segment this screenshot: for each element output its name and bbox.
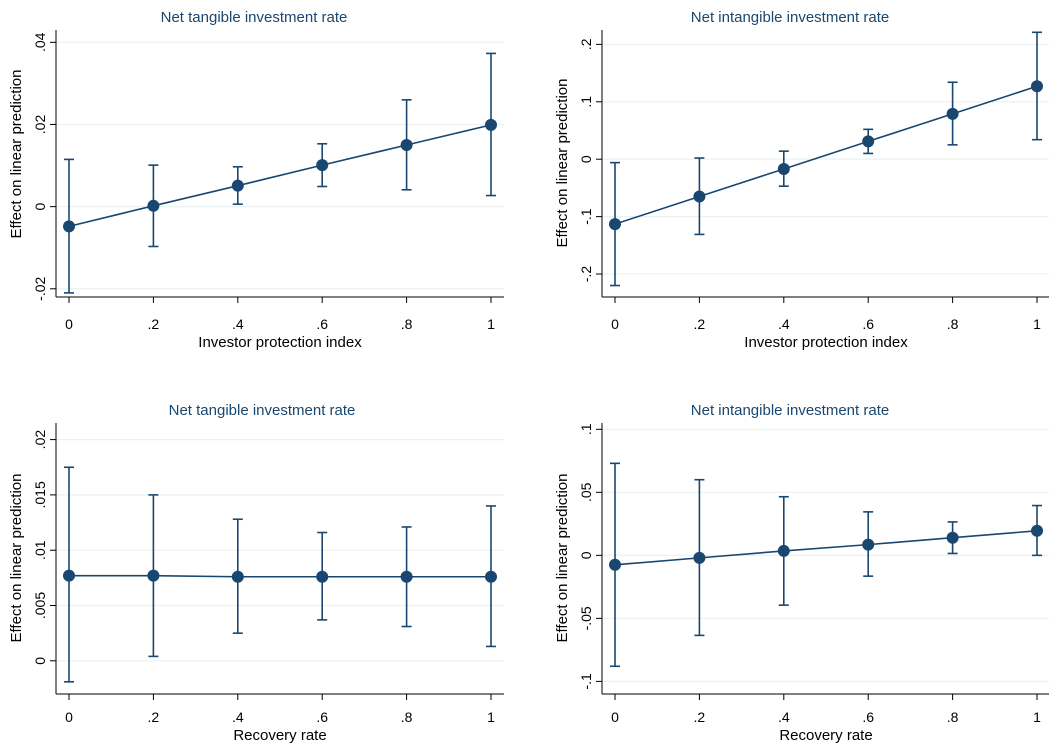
chart-panel-top-left: Net tangible investment rate Effect on l… <box>8 9 504 351</box>
panel-title: Net intangible investment rate <box>691 402 889 419</box>
data-point <box>63 220 75 233</box>
panel-title: Net tangible investment rate <box>161 9 348 26</box>
series-line <box>614 85 1038 225</box>
data-point <box>946 107 959 120</box>
x-tick-label: .4 <box>232 316 244 332</box>
data-point <box>147 569 160 582</box>
chart-panel-bottom-left: Net tangible investment rate Effect on l… <box>8 402 504 744</box>
x-tick-label: .8 <box>401 709 413 725</box>
data-point <box>63 569 75 582</box>
data-point <box>693 190 706 203</box>
x-axis-title: Investor protection index <box>198 334 362 351</box>
series-line <box>614 529 1038 566</box>
y-tick-label: .01 <box>32 540 48 560</box>
y-tick-label: -.2 <box>578 266 594 283</box>
y-tick-label: 0 <box>32 657 48 665</box>
panel-title: Net intangible investment rate <box>691 9 889 26</box>
y-tick-label: -.1 <box>578 208 594 225</box>
x-tick-label: .6 <box>316 316 328 332</box>
x-tick-label: 1 <box>1033 316 1041 332</box>
y-tick-label: .2 <box>578 38 594 50</box>
data-point <box>693 551 706 564</box>
x-tick-label: .2 <box>694 709 706 725</box>
x-tick-label: 0 <box>611 709 619 725</box>
x-tick-label: 1 <box>487 316 495 332</box>
y-tick-label: .1 <box>578 96 594 108</box>
x-tick-label: 1 <box>487 709 495 725</box>
data-point <box>231 570 244 583</box>
data-point <box>400 570 413 583</box>
y-tick-label: .015 <box>32 481 48 508</box>
data-point <box>231 179 244 192</box>
data-point <box>777 544 790 557</box>
y-axis-title: Effect on linear prediction <box>554 474 571 643</box>
data-point <box>609 558 621 571</box>
data-point <box>316 570 329 583</box>
y-tick-label: -.02 <box>32 277 48 301</box>
data-point <box>862 135 875 148</box>
x-tick-label: .8 <box>401 316 413 332</box>
y-tick-label: .1 <box>578 423 594 435</box>
data-point <box>485 118 497 131</box>
x-tick-label: .4 <box>232 709 244 725</box>
x-tick-label: 0 <box>65 709 73 725</box>
y-tick-label: .005 <box>32 592 48 619</box>
data-point <box>1031 80 1043 93</box>
x-tick-label: .8 <box>947 316 959 332</box>
data-point <box>609 218 621 231</box>
panel-title: Net tangible investment rate <box>169 402 356 419</box>
data-point <box>777 162 790 175</box>
data-point <box>485 570 497 583</box>
y-axis-title: Effect on linear prediction <box>8 474 25 643</box>
y-tick-label: 0 <box>578 155 594 163</box>
x-tick-label: .4 <box>778 709 790 725</box>
series-line <box>68 124 492 228</box>
y-tick-label: -.1 <box>578 673 594 690</box>
y-tick-label: -.05 <box>578 606 594 630</box>
x-tick-label: 0 <box>65 316 73 332</box>
data-point <box>1031 524 1043 537</box>
series-line <box>69 574 491 578</box>
x-tick-label: .6 <box>862 316 874 332</box>
y-tick-label: 0 <box>578 551 594 559</box>
data-point <box>862 538 875 551</box>
x-tick-label: .8 <box>947 709 959 725</box>
data-point <box>316 159 329 172</box>
x-tick-label: .4 <box>778 316 790 332</box>
x-axis-title: Recovery rate <box>233 727 326 744</box>
y-axis-title: Effect on linear prediction <box>554 79 571 248</box>
y-tick-label: 0 <box>32 203 48 211</box>
chart-panel-top-right: Net intangible investment rate Effect on… <box>554 9 1049 351</box>
y-tick-label: .04 <box>32 32 48 52</box>
x-tick-label: .2 <box>148 709 160 725</box>
data-point <box>400 139 413 152</box>
y-tick-label: .05 <box>578 482 594 502</box>
x-tick-label: .6 <box>862 709 874 725</box>
y-tick-label: .02 <box>32 430 48 450</box>
x-axis-title: Investor protection index <box>744 334 908 351</box>
data-point <box>147 199 160 212</box>
data-point <box>946 531 959 544</box>
y-tick-label: .02 <box>32 115 48 135</box>
x-tick-label: 0 <box>611 316 619 332</box>
x-tick-label: .2 <box>148 316 160 332</box>
x-axis-title: Recovery rate <box>779 727 872 744</box>
x-tick-label: .2 <box>694 316 706 332</box>
x-tick-label: .6 <box>316 709 328 725</box>
x-tick-label: 1 <box>1033 709 1041 725</box>
y-axis-title: Effect on linear prediction <box>8 70 25 239</box>
chart-panel-bottom-right: Net intangible investment rate Effect on… <box>554 402 1049 744</box>
